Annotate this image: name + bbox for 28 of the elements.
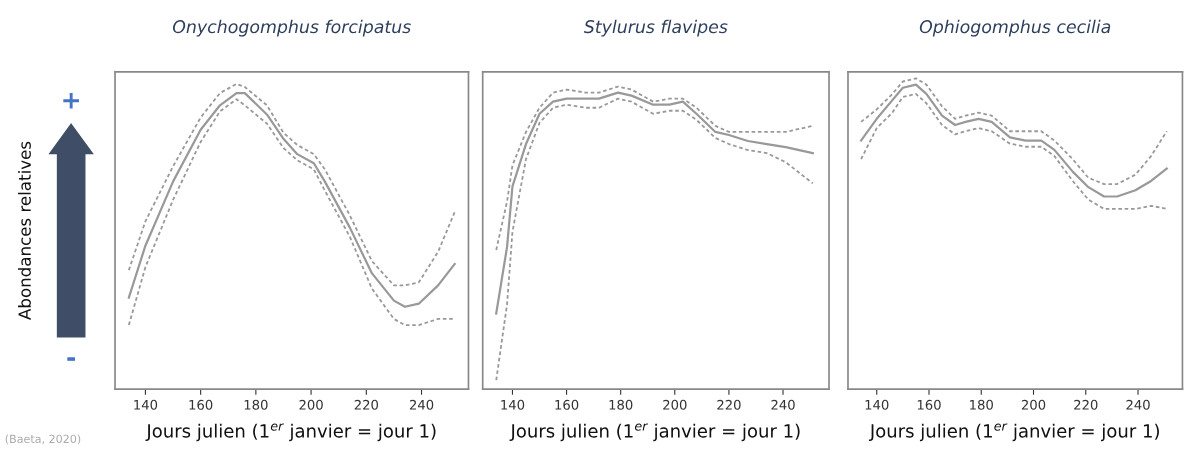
x-axis-title: Jours julien (1$^{er}$ janvier = jour 1) xyxy=(868,423,1159,442)
y-axis-title: Abondances relatives xyxy=(18,141,31,320)
x-axis-title: Jours julien (1$^{er}$ janvier = jour 1) xyxy=(145,423,436,442)
text: - xyxy=(67,357,75,361)
text: + xyxy=(63,92,79,109)
x-tick-label: 220 xyxy=(717,399,741,410)
text: (Baeta, 2020) xyxy=(5,434,81,445)
x-tick-label: 240 xyxy=(1126,399,1150,410)
x-tick-label: 140 xyxy=(501,399,525,410)
x-tick-label: 160 xyxy=(555,399,579,410)
x-tick-label: 180 xyxy=(244,399,268,410)
chart-title: Ophiogomphus cecilia xyxy=(919,19,1111,37)
x-tick-label: 200 xyxy=(1021,399,1046,410)
x-tick-label: 240 xyxy=(771,399,795,410)
x-tick-label: 180 xyxy=(970,399,993,410)
x-tick-label: 160 xyxy=(189,399,213,410)
x-tick-label: 140 xyxy=(865,399,889,410)
x-tick-label: 200 xyxy=(663,399,687,410)
x-tick-label: 140 xyxy=(134,399,158,410)
x-tick-label: 160 xyxy=(917,399,941,410)
chart-title: Stylurus flavipes xyxy=(583,19,728,37)
x-tick-label: 180 xyxy=(609,399,633,410)
x-tick-label: 240 xyxy=(409,399,434,410)
x-tick-label: 200 xyxy=(299,399,323,410)
x-axis-title: Jours julien (1$^{er}$ janvier = jour 1) xyxy=(509,423,800,442)
chart-title: Onychogomphus forcipatus xyxy=(172,19,411,37)
x-tick-label: 220 xyxy=(354,399,379,410)
x-tick-label: 220 xyxy=(1074,399,1098,410)
